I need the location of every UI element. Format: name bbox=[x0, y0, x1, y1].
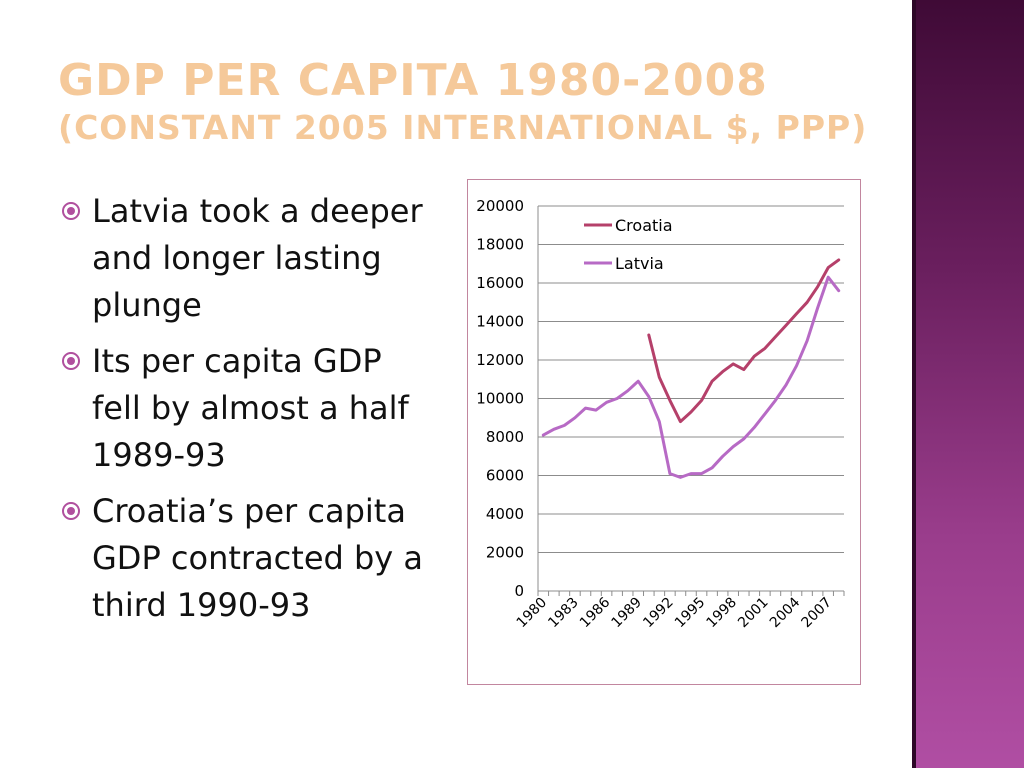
series-line-latvia bbox=[541, 275, 841, 479]
title-line-2: (constant 2005 international $, PPP) bbox=[58, 107, 868, 147]
y-tick-label: 2000 bbox=[486, 544, 524, 562]
y-tick-label: 20000 bbox=[476, 197, 524, 215]
gdp-chart: 0 2000 4000 6000 8000 10000 12000 14000 16000 180… bbox=[467, 179, 861, 685]
gdp-chart-svg: 0 2000 4000 6000 8000 10000 12000 14000 16000 180… bbox=[476, 197, 845, 632]
y-tick-label: 18000 bbox=[476, 236, 524, 254]
x-tick-label: 1992 bbox=[640, 595, 677, 632]
decorative-side-band bbox=[912, 0, 1024, 768]
bullet-list: Latvia took a deeper and longer lasting … bbox=[60, 188, 440, 638]
y-tick-label: 14000 bbox=[476, 313, 524, 331]
side-band-edge bbox=[912, 0, 916, 768]
bullet-item-croatia-contracted: Croatia’s per capita GDP contracted by a… bbox=[60, 488, 440, 629]
slide-title: GDP per capita 1980-2008 (constant 2005 … bbox=[58, 55, 898, 147]
y-tick-label: 10000 bbox=[476, 390, 524, 408]
x-tick-label: 2001 bbox=[735, 595, 772, 632]
x-tick-label: 2007 bbox=[798, 595, 835, 632]
bullet-item-latvia-gdp-fell: Its per capita GDP fell by almost a half… bbox=[60, 338, 440, 479]
y-tick-label: 12000 bbox=[476, 351, 524, 369]
bullet-item-latvia-plunge: Latvia took a deeper and longer lasting … bbox=[60, 188, 440, 329]
x-tick-label: 1989 bbox=[609, 595, 646, 632]
x-tick-label: 1998 bbox=[704, 595, 741, 632]
x-tick-label: 1986 bbox=[577, 594, 614, 631]
x-tick-label: 1995 bbox=[672, 595, 709, 632]
legend-label-croatia: Croatia bbox=[615, 216, 673, 235]
bullet-circle-icon bbox=[62, 502, 80, 520]
y-tick-label: 8000 bbox=[486, 428, 524, 446]
y-tick-label: 16000 bbox=[476, 274, 524, 292]
y-tick-label: 0 bbox=[514, 582, 524, 600]
y-tick-label: 6000 bbox=[486, 467, 524, 485]
legend-label-latvia: Latvia bbox=[615, 254, 664, 273]
bullet-circle-icon bbox=[62, 202, 80, 220]
bullet-text: Latvia took a deeper and longer lasting … bbox=[92, 192, 423, 324]
title-line-1: GDP per capita 1980-2008 bbox=[58, 55, 768, 106]
x-tick-label: 1983 bbox=[545, 595, 582, 632]
y-tick-label: 4000 bbox=[486, 505, 524, 523]
bullet-text: Its per capita GDP fell by almost a half… bbox=[92, 342, 409, 474]
bullet-text: Croatia’s per capita GDP contracted by a… bbox=[92, 492, 424, 624]
bullet-circle-icon bbox=[62, 352, 80, 370]
x-tick-label: 2004 bbox=[767, 594, 804, 631]
series-line-croatia bbox=[647, 258, 841, 424]
